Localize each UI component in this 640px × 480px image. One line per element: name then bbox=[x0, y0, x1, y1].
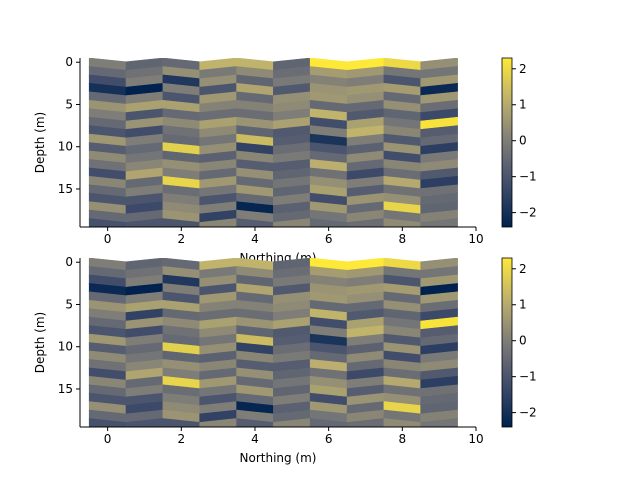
heatmap-cell bbox=[420, 218, 458, 227]
y-tick-label: 5 bbox=[65, 97, 73, 111]
x-tick-label: 4 bbox=[251, 432, 259, 446]
colorbar-tick-label: −1 bbox=[519, 370, 537, 384]
heatmap-cell bbox=[383, 418, 422, 427]
x-tick-label: 6 bbox=[325, 232, 333, 246]
x-tick-label: 2 bbox=[177, 432, 185, 446]
y-tick-label: 15 bbox=[58, 382, 73, 396]
colorbar-tick-label: 1 bbox=[519, 98, 527, 112]
colorbar-scale bbox=[501, 257, 513, 428]
heatmap-cells bbox=[88, 58, 458, 227]
heatmap-cell bbox=[309, 218, 348, 227]
heatmap-cell bbox=[236, 418, 274, 427]
y-tick-label: 0 bbox=[65, 55, 73, 69]
x-tick-label: 4 bbox=[251, 232, 259, 246]
heatmap-cell bbox=[346, 418, 385, 427]
colorbar-tick-label: −1 bbox=[519, 170, 537, 184]
colorbar: 2 1 0 −1 −2 bbox=[501, 257, 537, 428]
heatmap-cell bbox=[125, 218, 164, 227]
x-tick-label: 10 bbox=[468, 232, 483, 246]
y-tick-label: 15 bbox=[58, 182, 73, 196]
x-tick-label: 0 bbox=[104, 432, 112, 446]
x-tick-label: 0 bbox=[104, 232, 112, 246]
heatmap-cell bbox=[273, 418, 311, 427]
heatmap-cell bbox=[88, 418, 127, 427]
heatmap-cell bbox=[273, 218, 311, 227]
heatmap-cell bbox=[199, 418, 237, 427]
colorbar-tick-label: 0 bbox=[519, 334, 527, 348]
heatmap-cell bbox=[420, 418, 458, 427]
colorbar-tick-label: 0 bbox=[519, 134, 527, 148]
x-tick-label: 2 bbox=[177, 232, 185, 246]
x-tick-label: 6 bbox=[325, 432, 333, 446]
x-tick-label: 8 bbox=[399, 232, 407, 246]
heatmap-cell bbox=[125, 418, 164, 427]
x-tick-label: 10 bbox=[468, 432, 483, 446]
y-tick-label: 10 bbox=[58, 140, 73, 154]
y-tick-label: 0 bbox=[65, 255, 73, 269]
heatmap-cell bbox=[346, 218, 385, 227]
x-axis-label: Northing (m) bbox=[240, 451, 317, 465]
heatmap-cell bbox=[383, 218, 422, 227]
heatmap-cell bbox=[309, 418, 348, 427]
colorbar-scale bbox=[501, 57, 513, 228]
x-tick-label: 8 bbox=[399, 432, 407, 446]
y-axis-label: Depth (m) bbox=[33, 312, 47, 373]
heatmap-cell bbox=[88, 218, 127, 227]
colorbar-tick-label: −2 bbox=[519, 206, 537, 220]
heatmap-cell bbox=[162, 418, 200, 427]
y-axis-label: Depth (m) bbox=[33, 112, 47, 173]
colorbar-tick-label: 2 bbox=[519, 62, 527, 76]
heatmap-cell bbox=[199, 218, 237, 227]
colorbar: 2 1 0 −1 −2 bbox=[501, 57, 537, 228]
colorbar-tick-label: 1 bbox=[519, 298, 527, 312]
colorbar-tick-label: 2 bbox=[519, 262, 527, 276]
heatmap-cell bbox=[236, 218, 274, 227]
y-tick-label: 5 bbox=[65, 297, 73, 311]
heatmap-cells bbox=[88, 258, 458, 427]
colorbar-tick-label: −2 bbox=[519, 406, 537, 420]
heatmap-cell bbox=[162, 218, 200, 227]
y-tick-label: 10 bbox=[58, 340, 73, 354]
